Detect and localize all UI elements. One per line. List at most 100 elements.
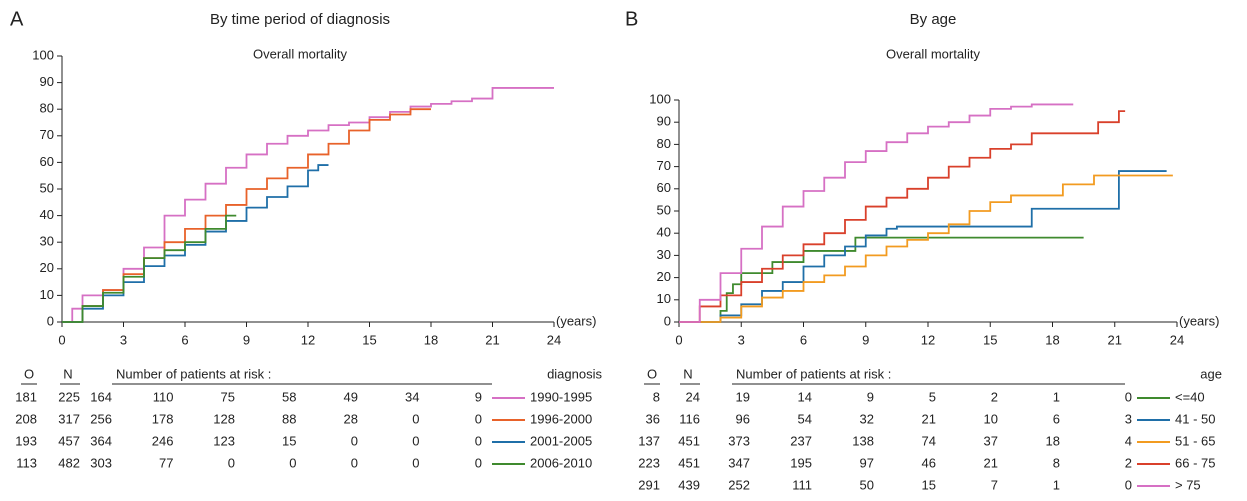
at-risk: 46 bbox=[922, 455, 936, 470]
y-tick-label: 60 bbox=[40, 154, 54, 169]
legend-label: 51 - 65 bbox=[1175, 433, 1215, 448]
y-tick-label: 50 bbox=[657, 202, 671, 217]
survival-curve bbox=[62, 214, 237, 323]
at-risk: 1 bbox=[1053, 477, 1060, 492]
x-tick-label: 18 bbox=[1045, 332, 1059, 347]
chart-subtitle: Overall mortality bbox=[253, 46, 347, 61]
observed: 223 bbox=[638, 455, 660, 470]
at-risk: 0 bbox=[1125, 477, 1132, 492]
y-tick-label: 100 bbox=[32, 47, 54, 62]
at-risk: 75 bbox=[221, 389, 235, 404]
number: 116 bbox=[679, 411, 700, 426]
at-risk: 164 bbox=[90, 389, 112, 404]
survival-curve bbox=[679, 110, 1126, 323]
number: 451 bbox=[678, 455, 700, 470]
observed: 208 bbox=[15, 411, 37, 426]
at-risk: 195 bbox=[790, 455, 812, 470]
at-risk: 32 bbox=[860, 411, 874, 426]
at-risk: 97 bbox=[860, 455, 874, 470]
y-tick-label: 70 bbox=[657, 158, 671, 173]
at-risk: 0 bbox=[289, 455, 296, 470]
panel-letter: A bbox=[10, 8, 24, 30]
at-risk: 37 bbox=[984, 433, 998, 448]
at-risk: 347 bbox=[728, 455, 750, 470]
legend-label: <=40 bbox=[1175, 389, 1205, 404]
y-tick-label: 40 bbox=[657, 225, 671, 240]
y-tick-label: 10 bbox=[40, 287, 54, 302]
at-risk: 373 bbox=[728, 433, 750, 448]
legend-label: 2001-2005 bbox=[530, 433, 592, 448]
at-risk: 246 bbox=[152, 433, 174, 448]
o-header: O bbox=[24, 366, 34, 381]
at-risk: 2 bbox=[1125, 455, 1132, 470]
n-header: N bbox=[683, 366, 692, 381]
y-tick-label: 20 bbox=[40, 260, 54, 275]
at-risk: 9 bbox=[475, 389, 482, 404]
at-risk: 128 bbox=[213, 411, 235, 426]
x-tick-label: 6 bbox=[181, 332, 188, 347]
y-tick-label: 100 bbox=[649, 91, 671, 106]
risk-title: Number of patients at risk : bbox=[116, 366, 271, 381]
chart-subtitle: Overall mortality bbox=[886, 46, 980, 61]
at-risk: 6 bbox=[1053, 411, 1060, 426]
at-risk: 18 bbox=[1046, 433, 1060, 448]
observed: 193 bbox=[15, 433, 37, 448]
legend-label: 1990-1995 bbox=[530, 389, 592, 404]
y-tick-label: 90 bbox=[657, 114, 671, 129]
at-risk: 138 bbox=[852, 433, 874, 448]
at-risk: 256 bbox=[90, 411, 112, 426]
x-tick-label: 15 bbox=[983, 332, 997, 347]
at-risk: 15 bbox=[922, 477, 936, 492]
y-tick-label: 40 bbox=[40, 207, 54, 222]
y-tick-label: 20 bbox=[657, 269, 671, 284]
number: 457 bbox=[58, 433, 80, 448]
at-risk: 0 bbox=[412, 455, 419, 470]
legend-label: 41 - 50 bbox=[1175, 411, 1215, 426]
y-tick-label: 80 bbox=[657, 136, 671, 151]
survival-curve bbox=[62, 164, 329, 323]
at-risk: 19 bbox=[736, 389, 750, 404]
at-risk: 1 bbox=[1053, 389, 1060, 404]
y-tick-label: 80 bbox=[40, 101, 54, 116]
y-tick-label: 30 bbox=[657, 247, 671, 262]
y-tick-label: 70 bbox=[40, 127, 54, 142]
at-risk: 0 bbox=[475, 411, 482, 426]
at-risk: 14 bbox=[798, 389, 812, 404]
at-risk: 0 bbox=[475, 455, 482, 470]
at-risk: 111 bbox=[792, 477, 812, 492]
y-tick-label: 10 bbox=[657, 291, 671, 306]
at-risk: 77 bbox=[159, 455, 173, 470]
observed: 8 bbox=[653, 389, 660, 404]
survival-curve bbox=[62, 87, 554, 323]
at-risk: 15 bbox=[282, 433, 296, 448]
at-risk: 0 bbox=[475, 433, 482, 448]
chart-title: By age bbox=[910, 11, 957, 28]
observed: 137 bbox=[638, 433, 660, 448]
at-risk: 58 bbox=[282, 389, 296, 404]
at-risk: 50 bbox=[860, 477, 874, 492]
at-risk: 0 bbox=[412, 411, 419, 426]
at-risk: 28 bbox=[344, 411, 358, 426]
group-header: diagnosis bbox=[547, 366, 602, 381]
x-tick-label: 9 bbox=[862, 332, 869, 347]
at-risk: 54 bbox=[798, 411, 812, 426]
at-risk: 0 bbox=[412, 433, 419, 448]
x-tick-label: 0 bbox=[58, 332, 65, 347]
at-risk: 88 bbox=[282, 411, 296, 426]
at-risk: 34 bbox=[405, 389, 419, 404]
at-risk: 110 bbox=[153, 389, 174, 404]
y-tick-label: 60 bbox=[657, 180, 671, 195]
at-risk: 2 bbox=[991, 389, 998, 404]
o-header: O bbox=[647, 366, 657, 381]
x-tick-label: 15 bbox=[362, 332, 376, 347]
x-tick-label: 9 bbox=[243, 332, 250, 347]
at-risk: 74 bbox=[922, 433, 936, 448]
legend-label: 66 - 75 bbox=[1175, 455, 1215, 470]
at-risk: 5 bbox=[929, 389, 936, 404]
at-risk: 21 bbox=[922, 411, 936, 426]
observed: 113 bbox=[16, 455, 37, 470]
risk-title: Number of patients at risk : bbox=[736, 366, 891, 381]
at-risk: 7 bbox=[991, 477, 998, 492]
at-risk: 0 bbox=[351, 433, 358, 448]
